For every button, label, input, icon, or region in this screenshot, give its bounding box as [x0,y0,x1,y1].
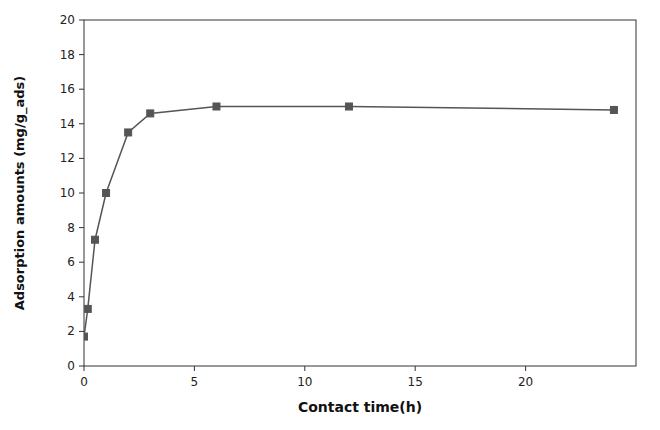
y-tick-label: 6 [67,255,75,269]
x-tick-label: 10 [297,375,312,389]
marker [103,190,110,197]
marker [610,106,617,113]
y-tick [79,54,84,55]
y-axis-label: Adsorption amounts (mg/g_ads) [12,76,28,310]
line [84,107,614,337]
x-tick [304,366,305,371]
series [84,103,617,340]
y-tick-label: 4 [67,290,75,304]
y-tick-label: 8 [67,221,75,235]
marker [92,236,99,243]
y-tick-label: 14 [60,117,75,131]
x-tick-label: 20 [518,375,533,389]
plot-area [84,20,636,366]
y-tick [79,331,84,332]
y-tick-label: 2 [67,324,75,338]
y-tick-label: 10 [60,186,75,200]
y-tick-label: 12 [60,151,75,165]
y-tick [79,20,84,21]
x-tick [415,366,416,371]
x-tick-label: 15 [408,375,423,389]
x-tick [525,366,526,371]
y-tick-label: 18 [60,48,75,62]
plot-frame [84,20,636,366]
x-tick [194,366,195,371]
y-tick-label: 0 [67,359,75,373]
y-tick [79,193,84,194]
y-tick [79,227,84,228]
x-axis-label: Contact time(h) [298,399,422,415]
x-tick [84,366,85,371]
y-tick [79,262,84,263]
x-tick-label: 0 [80,375,88,389]
y-tick [79,123,84,124]
y-tick [79,89,84,90]
marker [213,103,220,110]
chart: 0 5 10 15 20 0 2 4 6 8 10 12 14 16 18 20 Contact time(h)… [0,0,660,430]
marker [84,333,88,340]
marker [345,103,352,110]
y-tick-label: 16 [60,82,75,96]
y-tick [79,296,84,297]
y-tick [79,158,84,159]
marker [125,129,132,136]
marker [147,110,154,117]
axes: 0 5 10 15 20 0 2 4 6 8 10 12 14 16 18 20 [60,13,534,389]
marker [84,305,91,312]
y-tick-label: 20 [60,13,75,27]
x-tick-label: 5 [191,375,199,389]
y-tick [79,366,84,367]
